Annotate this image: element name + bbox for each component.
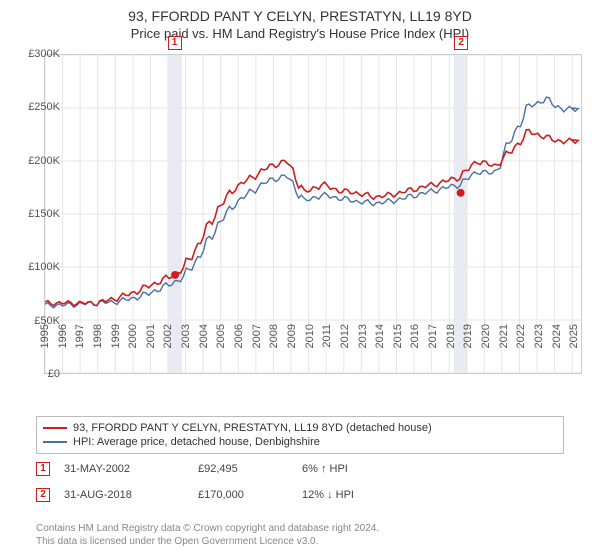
transaction-delta: 12% ↓ HPI <box>302 489 412 501</box>
x-tick-label: 1996 <box>57 324 69 348</box>
chart-container: 93, FFORDD PANT Y CELYN, PRESTATYN, LL19… <box>0 0 600 560</box>
marker-box-icon: 1 <box>36 462 50 476</box>
footer-line: This data is licensed under the Open Gov… <box>36 535 564 548</box>
x-tick-label: 2002 <box>162 324 174 348</box>
legend-box: 93, FFORDD PANT Y CELYN, PRESTATYN, LL19… <box>36 416 564 454</box>
x-tick-label: 1998 <box>92 324 104 348</box>
legend-swatch <box>43 441 67 443</box>
x-tick-label: 2004 <box>198 324 210 348</box>
x-tick-label: 2020 <box>480 324 492 348</box>
x-tick-label: 2025 <box>568 324 580 348</box>
y-tick-label: £200K <box>28 155 60 167</box>
x-tick-label: 2006 <box>233 324 245 348</box>
x-tick-label: 2013 <box>357 324 369 348</box>
x-tick-label: 2018 <box>445 324 457 348</box>
x-tick-label: 2003 <box>180 324 192 348</box>
transaction-date: 31-AUG-2018 <box>64 489 184 501</box>
marker-box-icon: 1 <box>168 36 182 50</box>
title-block: 93, FFORDD PANT Y CELYN, PRESTATYN, LL19… <box>0 0 600 45</box>
x-tick-label: 2005 <box>215 324 227 348</box>
legend-label: 93, FFORDD PANT Y CELYN, PRESTATYN, LL19… <box>73 422 432 434</box>
transaction-delta: 6% ↑ HPI <box>302 463 412 475</box>
footer: Contains HM Land Registry data © Crown c… <box>36 522 564 548</box>
y-tick-label: £100K <box>28 261 60 273</box>
x-tick-label: 2023 <box>533 324 545 348</box>
x-tick-label: 2012 <box>339 324 351 348</box>
x-tick-label: 1999 <box>110 324 122 348</box>
transaction-row: 2 31-AUG-2018 £170,000 12% ↓ HPI <box>36 488 564 502</box>
x-tick-label: 1997 <box>74 324 86 348</box>
y-tick-label: £0 <box>48 368 60 380</box>
x-tick-label: 2017 <box>427 324 439 348</box>
marker-box-icon: 2 <box>36 488 50 502</box>
x-tick-label: 2015 <box>392 324 404 348</box>
transaction-row: 1 31-MAY-2002 £92,495 6% ↑ HPI <box>36 462 564 476</box>
x-tick-label: 2014 <box>374 324 386 348</box>
y-tick-label: £300K <box>28 48 60 60</box>
y-tick-label: £150K <box>28 208 60 220</box>
legend-row: HPI: Average price, detached house, Denb… <box>43 435 557 449</box>
x-tick-label: 2016 <box>409 324 421 348</box>
marker-box-icon: 2 <box>454 36 468 50</box>
transaction-price: £92,495 <box>198 463 288 475</box>
x-tick-label: 2010 <box>304 324 316 348</box>
x-tick-label: 2024 <box>551 324 563 348</box>
legend-row: 93, FFORDD PANT Y CELYN, PRESTATYN, LL19… <box>43 421 557 435</box>
legend-label: HPI: Average price, detached house, Denb… <box>73 436 320 448</box>
x-tick-label: 2007 <box>251 324 263 348</box>
transaction-price: £170,000 <box>198 489 288 501</box>
title-main: 93, FFORDD PANT Y CELYN, PRESTATYN, LL19… <box>0 8 600 24</box>
footer-line: Contains HM Land Registry data © Crown c… <box>36 522 564 535</box>
legend-swatch <box>43 427 67 429</box>
x-tick-label: 2022 <box>515 324 527 348</box>
y-tick-label: £250K <box>28 101 60 113</box>
title-sub: Price paid vs. HM Land Registry's House … <box>0 26 600 41</box>
x-tick-label: 2021 <box>498 324 510 348</box>
x-tick-label: 1995 <box>39 324 51 348</box>
x-tick-label: 2008 <box>268 324 280 348</box>
x-tick-label: 2009 <box>286 324 298 348</box>
x-tick-label: 2019 <box>462 324 474 348</box>
x-tick-label: 2001 <box>145 324 157 348</box>
x-tick-label: 2011 <box>321 324 333 348</box>
x-tick-label: 2000 <box>127 324 139 348</box>
transaction-date: 31-MAY-2002 <box>64 463 184 475</box>
